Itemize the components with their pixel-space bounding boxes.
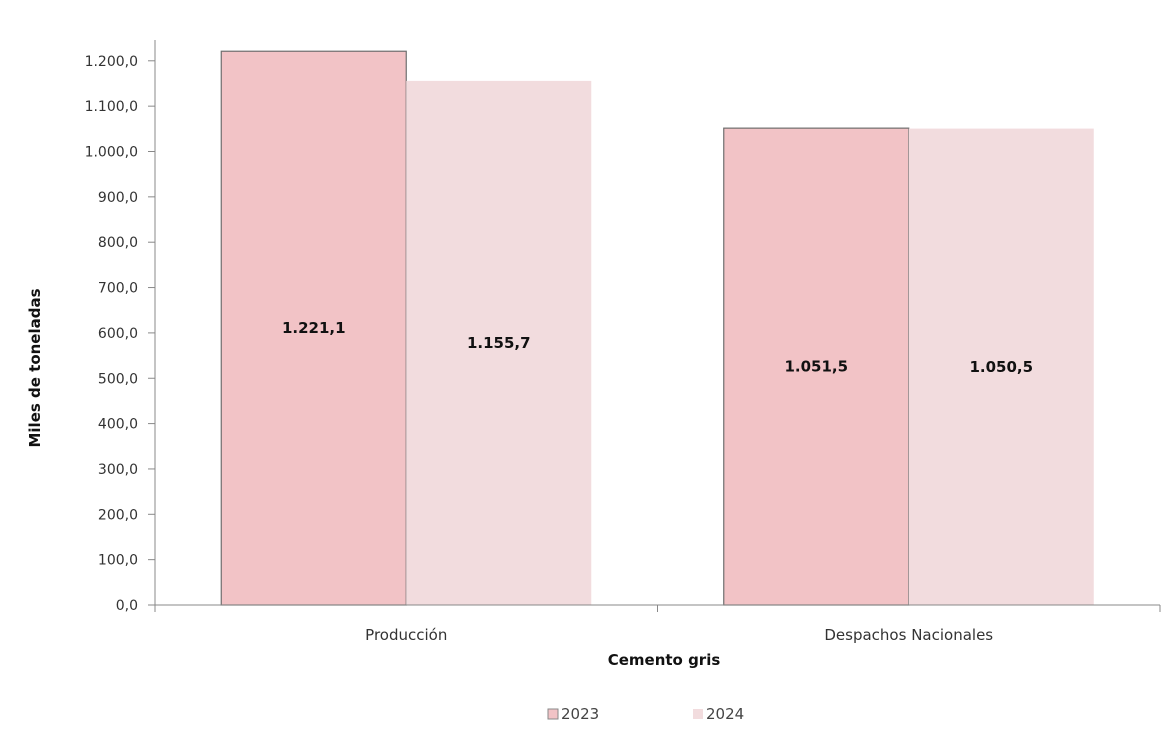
x-category-label: Despachos Nacionales [824, 626, 993, 644]
legend-swatch-2023 [547, 708, 559, 720]
y-tick-label: 1.000,0 [85, 145, 138, 161]
legend-label-2023: 2023 [561, 705, 599, 723]
data-label: 1.221,1 [282, 319, 346, 337]
y-axis: 0,0 100,0 200,0 300,0 400,0 500,0 600,0 700,0 80… [85, 40, 156, 614]
legend-swatch-2024 [693, 709, 703, 719]
bar-2023-produccion [220, 50, 407, 606]
y-tick-label: 300,0 [98, 462, 138, 478]
y-tick-label: 1.100,0 [85, 99, 138, 115]
y-tick-label: 900,0 [98, 190, 138, 206]
legend: 2023 2024 [547, 705, 744, 723]
y-tick-label: 100,0 [98, 553, 138, 569]
y-tick-label: 0,0 [116, 598, 138, 614]
x-axis: Producción Despachos Nacionales [154, 604, 1161, 644]
bar-2024-despachos [908, 128, 1094, 605]
y-tick-label: 500,0 [98, 371, 138, 387]
data-label: 1.155,7 [467, 334, 531, 352]
y-axis-title: Miles de toneladas [26, 288, 44, 447]
y-tick-label: 200,0 [98, 507, 138, 523]
y-tick-label: 400,0 [98, 417, 138, 433]
x-axis-title: Cemento gris [608, 651, 721, 669]
y-tick-label: 1.200,0 [85, 54, 138, 70]
legend-label-2024: 2024 [706, 705, 744, 723]
data-label: 1.051,5 [784, 358, 848, 376]
bar-2024-produccion [406, 80, 592, 605]
y-tick-label: 800,0 [98, 235, 138, 251]
y-tick-label: 600,0 [98, 326, 138, 342]
bars: 1.221,1 1.155,7 1.051,5 1.050,5 [220, 50, 1094, 606]
x-category-label: Producción [365, 626, 447, 644]
y-tick-label: 700,0 [98, 281, 138, 297]
bar-2023-despachos [723, 127, 910, 606]
data-label: 1.050,5 [969, 358, 1033, 376]
